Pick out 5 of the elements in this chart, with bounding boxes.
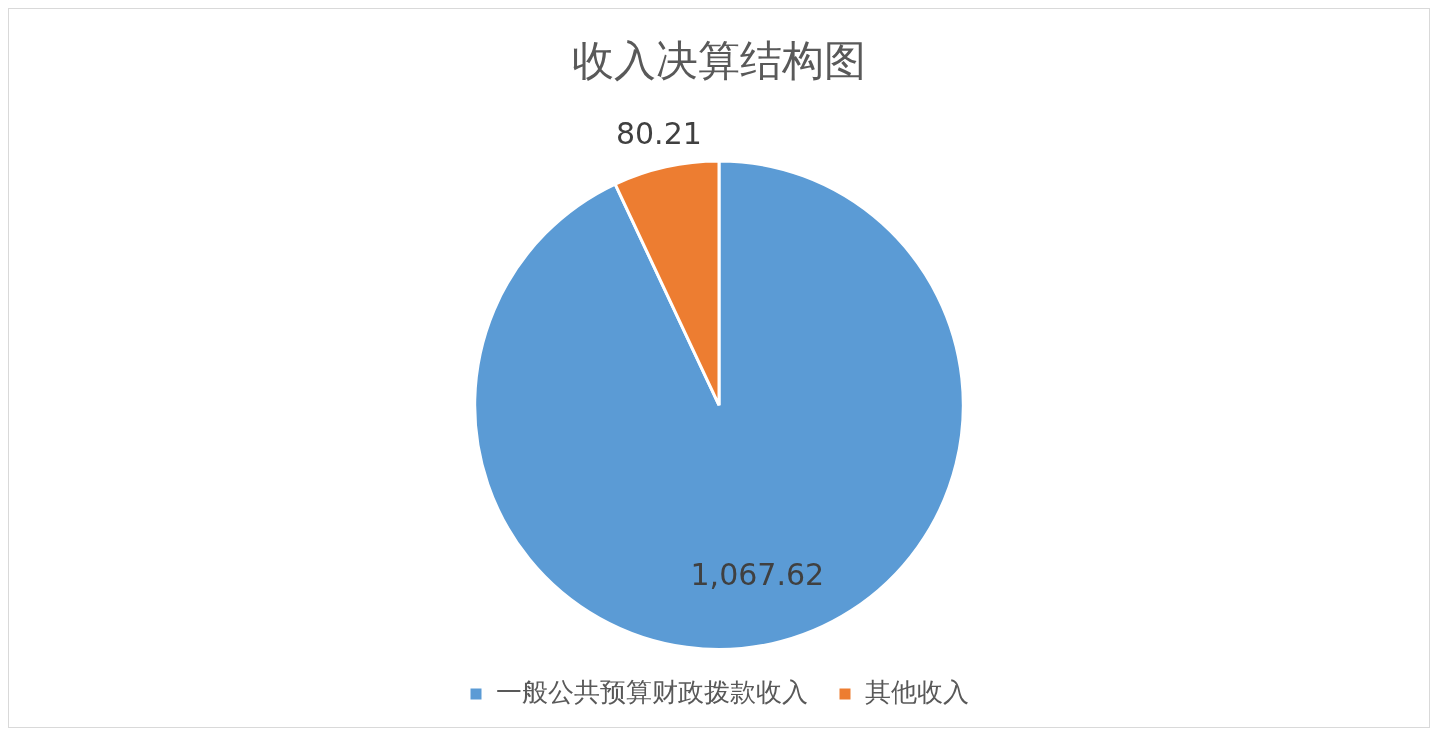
legend-label: 其他收入 xyxy=(865,676,969,707)
chart-title: 收入决算结构图 xyxy=(572,36,866,86)
data-label: 1,067.62 xyxy=(690,556,825,592)
legend-label: 一般公共预算财政拨款收入 xyxy=(496,676,808,707)
data-label: 80.21 xyxy=(615,115,702,151)
